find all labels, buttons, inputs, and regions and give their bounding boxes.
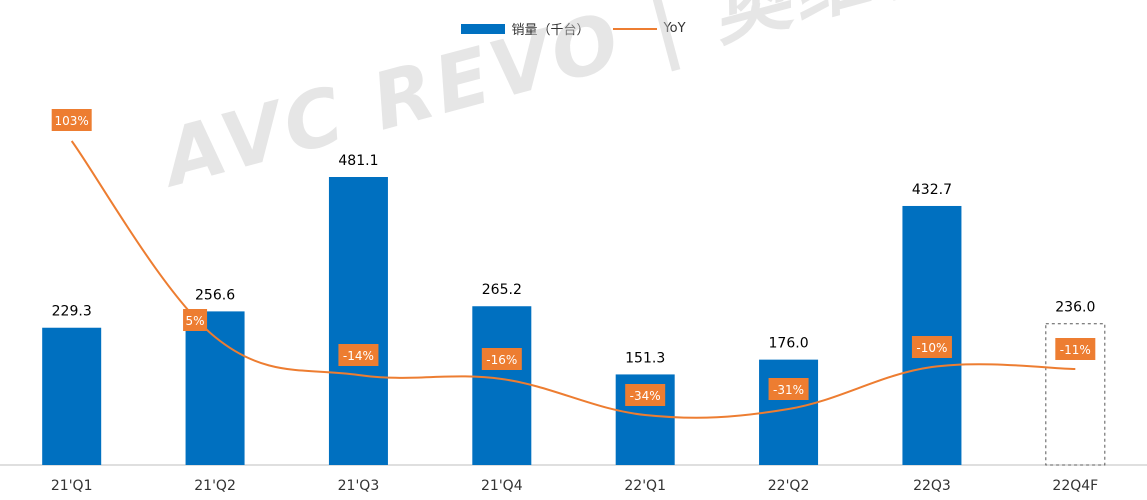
x-tick-label: 21'Q2 xyxy=(194,478,236,494)
x-tick-label: 22Q4F xyxy=(1052,478,1098,494)
yoy-label-box xyxy=(481,348,522,370)
bar xyxy=(42,327,102,465)
yoy-value-label: -10% xyxy=(916,341,947,355)
legend-bar-swatch xyxy=(461,23,506,34)
yoy-value-label: 5% xyxy=(186,314,205,328)
yoy-label-box xyxy=(625,384,666,406)
legend-bar-label: 销量（千台） xyxy=(511,23,590,38)
bar-value-label: 432.7 xyxy=(912,182,952,198)
yoy-value-label: 103% xyxy=(55,114,89,128)
x-tick-label: 22Q3 xyxy=(913,478,951,494)
bar xyxy=(328,177,388,465)
legend-line-label: YoY xyxy=(663,21,686,36)
yoy-value-label: -31% xyxy=(773,383,804,397)
yoy-label-box xyxy=(1055,338,1096,360)
bar xyxy=(185,311,245,465)
legend-item-line: YoY xyxy=(613,19,686,38)
yoy-value-label: -11% xyxy=(1060,343,1091,357)
x-tick-label: 21'Q1 xyxy=(51,478,93,494)
yoy-label-box xyxy=(338,344,379,366)
yoy-label-box xyxy=(183,309,208,331)
yoy-line xyxy=(70,140,1076,419)
yoy-value-label: -16% xyxy=(486,353,517,367)
yoy-value-label: -14% xyxy=(343,349,374,363)
bar-value-label: 151.3 xyxy=(625,350,665,366)
yoy-label-box xyxy=(51,109,92,131)
x-tick-label: 22'Q2 xyxy=(768,478,810,494)
bar-value-label: 256.6 xyxy=(195,287,235,303)
bar-value-label: 176.0 xyxy=(769,336,809,352)
bar-value-label: 236.0 xyxy=(1055,300,1095,316)
legend: 销量（千台） YoY xyxy=(0,19,1147,38)
legend-item-bar: 销量（千台） xyxy=(461,19,589,38)
yoy-label-box xyxy=(911,336,952,358)
bar-forecast xyxy=(1045,323,1106,466)
bar-value-label: 229.3 xyxy=(52,304,92,320)
bar-value-label: 481.1 xyxy=(338,153,378,169)
x-tick-label: 22'Q1 xyxy=(624,478,666,494)
yoy-value-label: -34% xyxy=(630,389,661,403)
x-tick-label: 21'Q4 xyxy=(481,478,523,494)
bar xyxy=(902,205,962,465)
x-tick-label: 21'Q3 xyxy=(338,478,380,494)
yoy-label-box xyxy=(768,378,809,400)
legend-line-swatch xyxy=(613,27,658,30)
bar-value-label: 265.2 xyxy=(482,282,522,298)
bar xyxy=(472,306,532,465)
